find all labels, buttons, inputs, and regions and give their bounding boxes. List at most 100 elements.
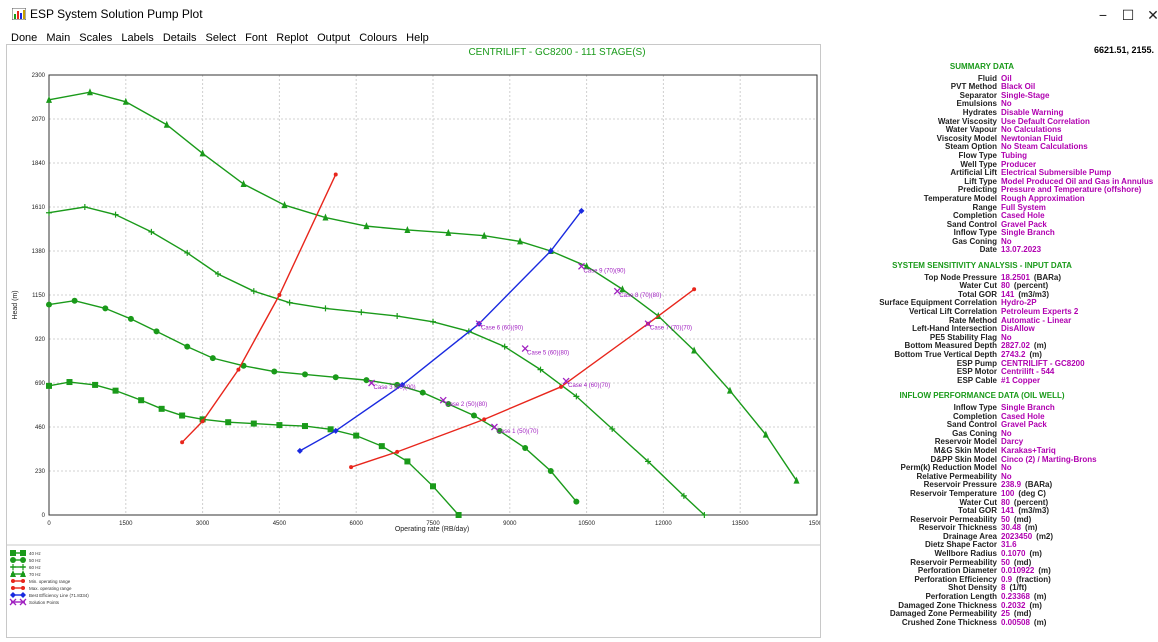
x-tick-label: 3000 bbox=[196, 521, 210, 527]
panel-row: ESP Motor Centrilift - 544 bbox=[822, 367, 1158, 377]
panel-row-label: Inflow Type bbox=[953, 402, 997, 412]
panel-row-value: CENTRILIFT - GC8200 bbox=[1001, 358, 1085, 368]
series-60-hz-point bbox=[537, 366, 544, 373]
minimize-button[interactable]: − bbox=[1098, 7, 1108, 23]
legend-label: Best Efficiency Line (71.8334) bbox=[29, 593, 89, 598]
panel-row-value: 2743.2 bbox=[1001, 350, 1026, 359]
panel-row: Reservoir Temperature 100 (deg C) bbox=[822, 488, 1158, 499]
menu-done[interactable]: Done bbox=[11, 32, 38, 44]
series-40-hz-point bbox=[179, 412, 186, 419]
panel-row: Artificial Lift Electrical Submersible Pu… bbox=[822, 168, 1158, 178]
legend-marker bbox=[20, 550, 26, 556]
panel-row-value: Rough Approximation bbox=[1001, 193, 1085, 203]
panel-row: Predicting Pressure and Temperature (offs… bbox=[822, 186, 1158, 195]
menu-font[interactable]: Font bbox=[245, 32, 268, 44]
panel-row-label: Reservoir Thickness bbox=[918, 523, 997, 533]
panel-row-label: Perforation Length bbox=[925, 592, 997, 602]
series-60-hz-point bbox=[286, 299, 293, 306]
menu-help[interactable]: Help bbox=[406, 32, 429, 44]
panel-row-label: Drainage Area bbox=[943, 531, 997, 541]
x-tick-label: 9000 bbox=[503, 521, 517, 527]
series-70-hz-point bbox=[517, 237, 524, 245]
panel-row-label: Water Cut bbox=[959, 497, 997, 507]
panel-row-label: Relative Permeability bbox=[916, 471, 997, 481]
panel-row: Damaged Zone Thickness 0.2032 (m) bbox=[822, 601, 1158, 611]
panel-row-label: Completion bbox=[953, 411, 997, 421]
panel-row: Completion Cased Hole bbox=[822, 211, 1158, 221]
panel-row-unit: (m) bbox=[1033, 341, 1047, 351]
series-50-hz-point bbox=[394, 381, 401, 388]
panel-row-value: 0.1070 bbox=[1001, 549, 1026, 559]
panel-row-label: Reservoir Permeability bbox=[910, 557, 997, 567]
series-min-operating-range-point bbox=[200, 419, 205, 424]
x-tick-label: 13500 bbox=[732, 521, 749, 527]
panel-row-value: 100 bbox=[1001, 488, 1015, 498]
series-70-hz-line bbox=[48, 91, 798, 481]
series-40-hz-point bbox=[112, 387, 119, 394]
series-40-hz-point bbox=[225, 419, 232, 426]
series-best-efficiency-line-71-8334-point bbox=[332, 427, 339, 434]
menu-scales[interactable]: Scales bbox=[79, 32, 113, 44]
panel-row-label: Gas Coning bbox=[952, 236, 997, 246]
panel-row-label: ESP Pump bbox=[956, 358, 997, 368]
legend-marker bbox=[10, 557, 16, 563]
panel-row-label: Damaged Zone Permeability bbox=[889, 609, 997, 619]
panel-row-label: Water Viscosity bbox=[937, 116, 997, 126]
panel-row-label: Total GOR bbox=[958, 506, 997, 516]
chart-solution-points: Case 1 (50)(70) Case 2 (50)(80) Case 3 (50… bbox=[368, 262, 692, 435]
panel-row-value: 31.6 bbox=[1001, 540, 1017, 550]
pump-plot-frame[interactable]: CENTRILIFT - GC8200 - 111 STAGE(S) 0 1500… bbox=[6, 44, 826, 638]
series-40-hz-point bbox=[158, 405, 165, 412]
menu-replot[interactable]: Replot bbox=[276, 32, 309, 44]
series-70-hz-point bbox=[86, 88, 93, 96]
legend-label: 50 Hz bbox=[29, 558, 42, 563]
panel-row-label: Water Vapour bbox=[945, 125, 997, 135]
panel-row-unit: (md) bbox=[1013, 514, 1032, 524]
series-min-operating-range-point bbox=[333, 172, 338, 177]
panel-row-value: Use Default Correlation bbox=[1001, 116, 1090, 126]
series-40-hz-point bbox=[46, 382, 52, 389]
solution-point-label: Case 3 (50)(90) bbox=[374, 385, 416, 391]
series-50-hz-point bbox=[46, 301, 52, 308]
panel-row-label: PE5 Stability Flag bbox=[929, 332, 997, 342]
menu-select[interactable]: Select bbox=[205, 32, 237, 44]
panel-row-value: 0.00508 bbox=[1001, 617, 1030, 627]
menu-labels[interactable]: Labels bbox=[121, 32, 154, 44]
series-60-hz-point bbox=[250, 288, 257, 295]
series-max-operating-range-line bbox=[350, 288, 695, 468]
x-tick-label: 1500 bbox=[119, 521, 133, 527]
series-70-hz-point bbox=[163, 120, 170, 128]
panel-row-label: Completion bbox=[953, 211, 997, 221]
panel-row: Range Full System bbox=[822, 203, 1158, 213]
menu-colours[interactable]: Colours bbox=[359, 32, 398, 44]
y-tick-label: 230 bbox=[35, 469, 46, 475]
solution-point-marker bbox=[490, 423, 498, 431]
x-axis-label: Operating rate (RB/day) bbox=[395, 526, 469, 533]
series-50-hz-point bbox=[363, 377, 370, 384]
panel-row-label: Predicting bbox=[957, 185, 997, 195]
legend-marker bbox=[11, 586, 15, 590]
menu-main[interactable]: Main bbox=[46, 32, 71, 44]
panel-row-unit: (percent) bbox=[1013, 497, 1049, 507]
legend-marker bbox=[10, 570, 16, 577]
panel-row: Temperature Model Rough Approximation bbox=[822, 193, 1158, 204]
close-button[interactable]: ✕ bbox=[1147, 7, 1158, 23]
series-50-hz-point bbox=[271, 368, 278, 375]
panel-row-unit: (fraction) bbox=[1016, 574, 1051, 584]
series-60-hz-point bbox=[430, 318, 436, 325]
panel-row: Bottom Measured Depth 2827.02 (m) bbox=[822, 342, 1158, 351]
panel-row: Emulsions No bbox=[822, 100, 1158, 109]
menu-output[interactable]: Output bbox=[317, 32, 351, 44]
panel-row: Perforation Diameter 0.010922 (m) bbox=[822, 566, 1158, 576]
panel-row-value: Disable Warning bbox=[1001, 107, 1064, 117]
series-40-hz-point bbox=[455, 512, 462, 518]
panel-row: Date 13.07.2023 bbox=[822, 246, 1158, 255]
pump-plot-chart[interactable]: CENTRILIFT - GC8200 - 111 STAGE(S) 0 1500… bbox=[7, 45, 826, 637]
series-60-hz-point bbox=[645, 458, 652, 465]
panel-row-label: Hydrates bbox=[962, 107, 997, 117]
panel-row: Reservoir Thickness 30.48 (m) bbox=[822, 523, 1158, 533]
panel-section-title: SUMMARY DATA bbox=[949, 62, 1015, 71]
menu-details[interactable]: Details bbox=[162, 32, 197, 44]
maximize-button[interactable]: ☐ bbox=[1121, 7, 1135, 23]
legend-marker bbox=[10, 550, 16, 556]
